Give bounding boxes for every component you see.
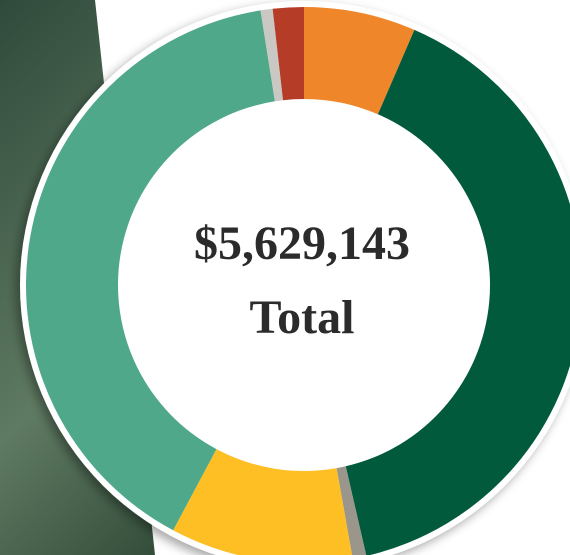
donut-segment (304, 7, 415, 115)
donut-segment (272, 7, 304, 101)
donut-segment (345, 29, 570, 555)
donut (25, 7, 570, 555)
donut-segment (173, 449, 352, 555)
center-label: Total (250, 291, 355, 344)
donut-segment (260, 8, 284, 102)
center-value: $5,629,143 (194, 217, 410, 270)
donut-segment (25, 10, 275, 531)
donut-segment (336, 466, 367, 555)
